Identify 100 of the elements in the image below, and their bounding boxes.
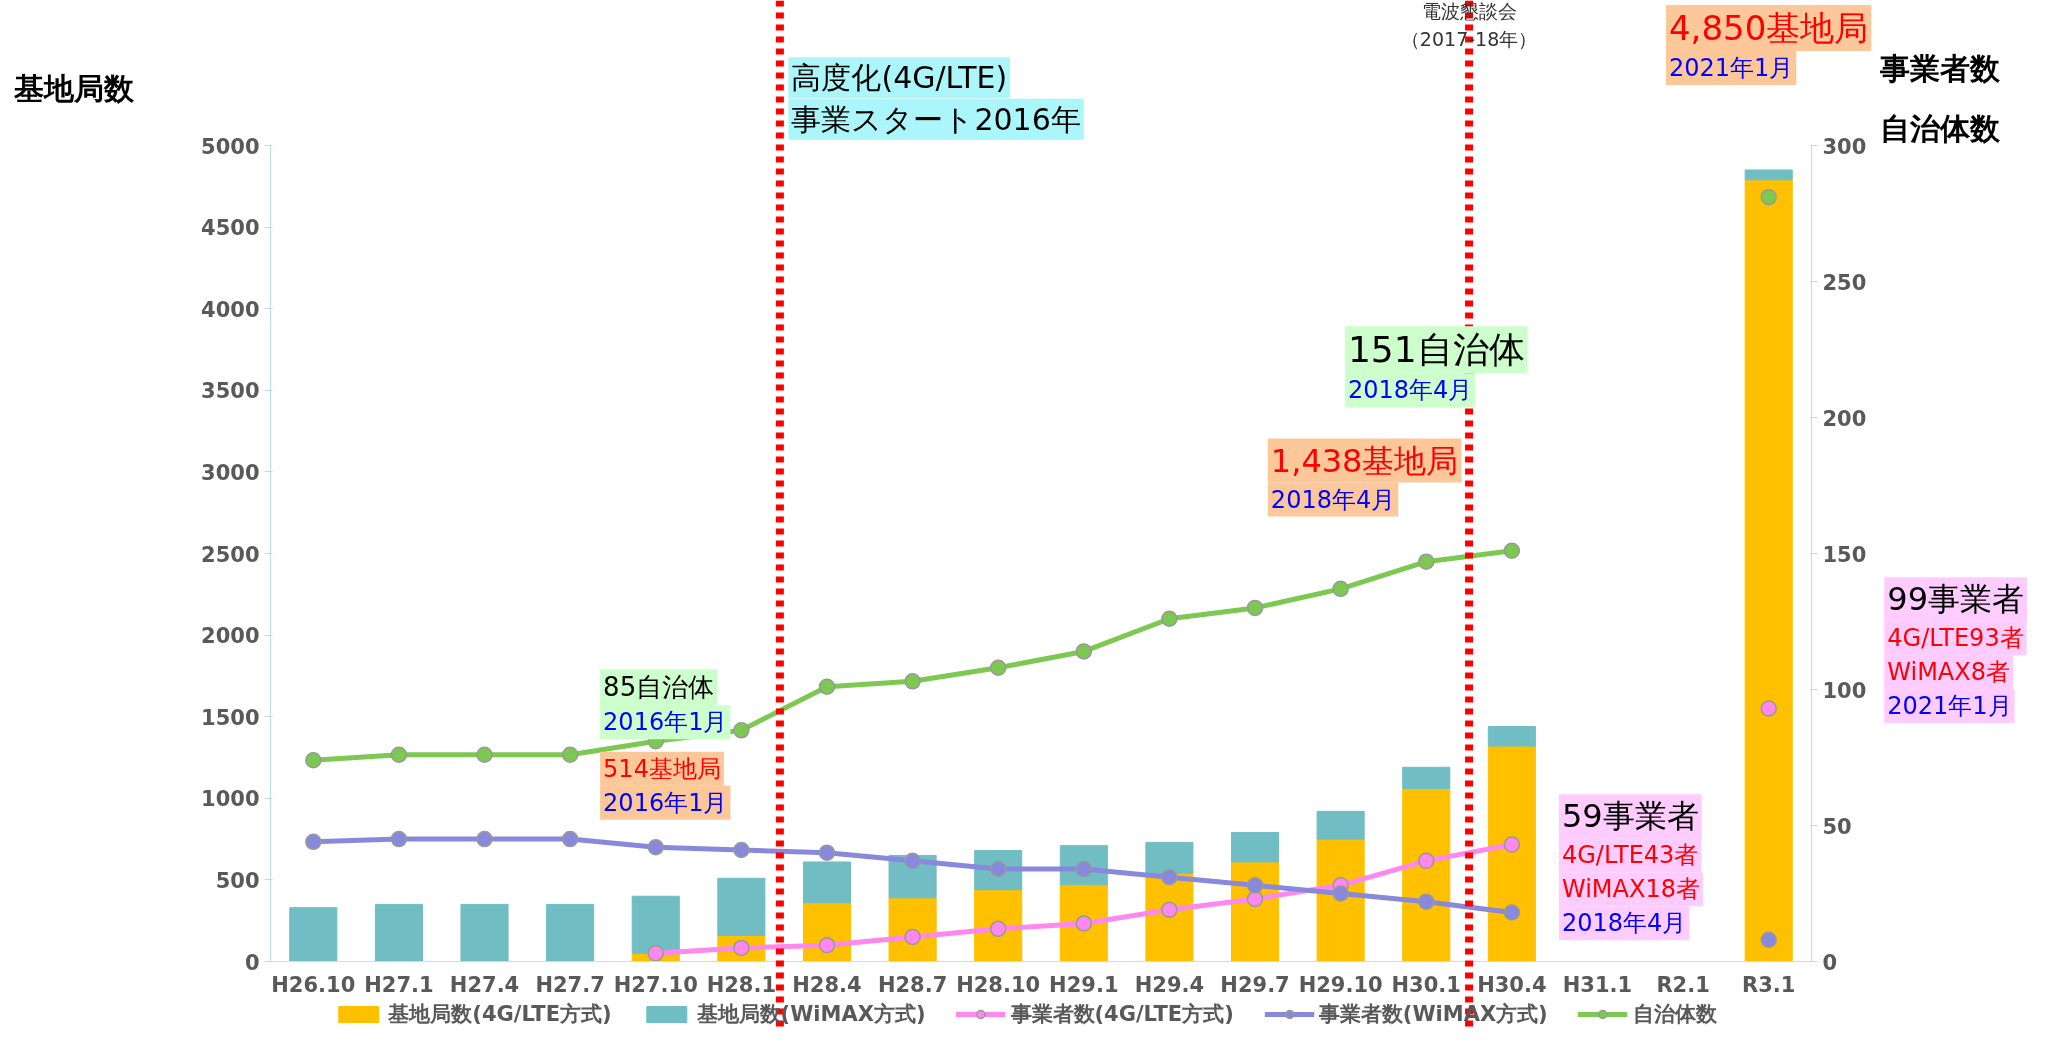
bar bbox=[460, 903, 509, 962]
point bbox=[1760, 188, 1777, 206]
point bbox=[1503, 542, 1521, 560]
y-axis-title: 基地局数 bbox=[12, 70, 135, 106]
bar bbox=[289, 907, 338, 962]
y2-tick-label: 200 bbox=[1822, 406, 1867, 431]
x-tick-label: H28.10 bbox=[956, 972, 1041, 997]
point bbox=[1075, 643, 1093, 660]
point bbox=[561, 746, 579, 764]
x-tick-label: H29.10 bbox=[1298, 972, 1383, 997]
legend-label: 基地局数(4G/LTE方式) bbox=[388, 1001, 612, 1028]
bar bbox=[1744, 169, 1793, 181]
y2-tick-label: 0 bbox=[1822, 950, 1838, 975]
point bbox=[1418, 852, 1435, 870]
annotation: 85自治体 2016年1月 bbox=[603, 672, 728, 737]
point bbox=[390, 746, 408, 764]
point bbox=[904, 852, 921, 870]
y-tick-label: 0 bbox=[244, 950, 260, 975]
y2-tick-label: 50 bbox=[1822, 814, 1852, 839]
point bbox=[1161, 610, 1178, 628]
y-tick-label: 3500 bbox=[201, 379, 260, 404]
point bbox=[1161, 901, 1178, 919]
x-tick-label: H27.10 bbox=[613, 972, 698, 997]
point bbox=[305, 833, 322, 851]
legend-label: 事業者数(WiMAX方式) bbox=[1318, 1001, 1548, 1028]
y-tick-label: 1000 bbox=[201, 787, 260, 812]
point bbox=[904, 673, 921, 690]
bar bbox=[1402, 788, 1451, 962]
y-tick-label: 500 bbox=[215, 868, 260, 893]
x-tick-label: H29.1 bbox=[1049, 972, 1119, 997]
x-tick-label: H27.4 bbox=[449, 972, 520, 997]
point bbox=[1246, 890, 1264, 908]
annotation: 59事業者 4G/LTE43者 WiMAX18者 2018年4月 bbox=[1561, 797, 1700, 938]
y-tick-label: 4500 bbox=[201, 216, 260, 241]
point bbox=[390, 830, 408, 848]
legend-label: 事業者数(4G/LTE方式) bbox=[1010, 1001, 1234, 1028]
x-tick-label: H28.1 bbox=[706, 972, 777, 997]
annotation: 1,438基地局 2018年4月 bbox=[1270, 441, 1459, 514]
x-tick-label: H28.7 bbox=[877, 972, 948, 997]
point bbox=[305, 751, 322, 769]
y-tick-label: 2500 bbox=[201, 542, 260, 567]
x-tick-label: R3.1 bbox=[1742, 972, 1796, 997]
y2-tick-label: 300 bbox=[1822, 134, 1867, 159]
point bbox=[476, 746, 493, 764]
point bbox=[1760, 700, 1777, 717]
x-tick-label: H27.7 bbox=[535, 972, 605, 997]
point bbox=[1075, 915, 1093, 932]
x-tick-label: R2.1 bbox=[1656, 972, 1710, 997]
text: 高度化(4G/LTE) 事業スタート2016年 bbox=[791, 60, 1081, 137]
point bbox=[1503, 904, 1521, 921]
annotation: 514基地局 2016年1月 bbox=[603, 754, 728, 817]
point bbox=[818, 678, 836, 696]
text: 4,850基地局 2021年1月 bbox=[1668, 7, 1869, 82]
point bbox=[989, 659, 1007, 676]
y-tick-label: 5000 bbox=[201, 134, 260, 159]
point bbox=[1760, 931, 1777, 948]
legend-label: 自治体数 bbox=[1632, 1001, 1717, 1028]
point bbox=[1418, 553, 1435, 570]
x-tick-label: H26.10 bbox=[271, 972, 356, 997]
point bbox=[647, 945, 664, 962]
x-tick-label: H30.1 bbox=[1391, 972, 1461, 997]
bar bbox=[802, 861, 852, 904]
point bbox=[647, 839, 664, 856]
y2-tick-label: 100 bbox=[1822, 678, 1867, 703]
bar bbox=[1230, 832, 1280, 863]
point bbox=[1161, 868, 1178, 886]
text: 電波懇談会（2017-18年） bbox=[1400, 0, 1538, 50]
legend-label: 基地局数(WiMAX方式) bbox=[696, 1001, 926, 1028]
bar bbox=[1744, 179, 1793, 962]
x-tick-label: H29.4 bbox=[1134, 972, 1205, 997]
point bbox=[1503, 836, 1521, 853]
y2-tick-label: 250 bbox=[1822, 270, 1867, 295]
x-tick-label: H31.1 bbox=[1562, 972, 1633, 997]
point bbox=[733, 722, 750, 739]
point bbox=[476, 830, 493, 848]
x-tick-label: H28.4 bbox=[792, 972, 862, 997]
x-tick-label: H30.4 bbox=[1477, 972, 1547, 997]
point bbox=[1332, 580, 1349, 598]
bar bbox=[1145, 841, 1194, 874]
annotation: 151自治体 2018年4月 bbox=[1347, 329, 1525, 405]
y-tick-label: 2000 bbox=[201, 624, 260, 649]
bar bbox=[374, 903, 423, 962]
point bbox=[818, 844, 836, 861]
point bbox=[1246, 599, 1264, 617]
x-tick-label: H29.7 bbox=[1220, 972, 1290, 997]
point bbox=[818, 936, 836, 954]
bar bbox=[631, 895, 680, 954]
bar bbox=[1402, 766, 1451, 790]
bar bbox=[1316, 810, 1365, 840]
bar bbox=[717, 877, 766, 936]
point bbox=[1332, 885, 1349, 902]
y2-axis-title: 事業者数自治体数 bbox=[1878, 50, 2001, 146]
y-tick-label: 3000 bbox=[201, 460, 260, 485]
point bbox=[1246, 877, 1264, 894]
text: 99事業者 4G/LTE93者 WiMAX8者 2021年1月 bbox=[1887, 580, 2024, 721]
point bbox=[733, 841, 750, 859]
point bbox=[1418, 893, 1435, 910]
x-tick-label: H27.1 bbox=[364, 972, 434, 997]
y-tick-label: 1500 bbox=[201, 705, 260, 730]
y2-tick-label: 150 bbox=[1822, 542, 1867, 567]
